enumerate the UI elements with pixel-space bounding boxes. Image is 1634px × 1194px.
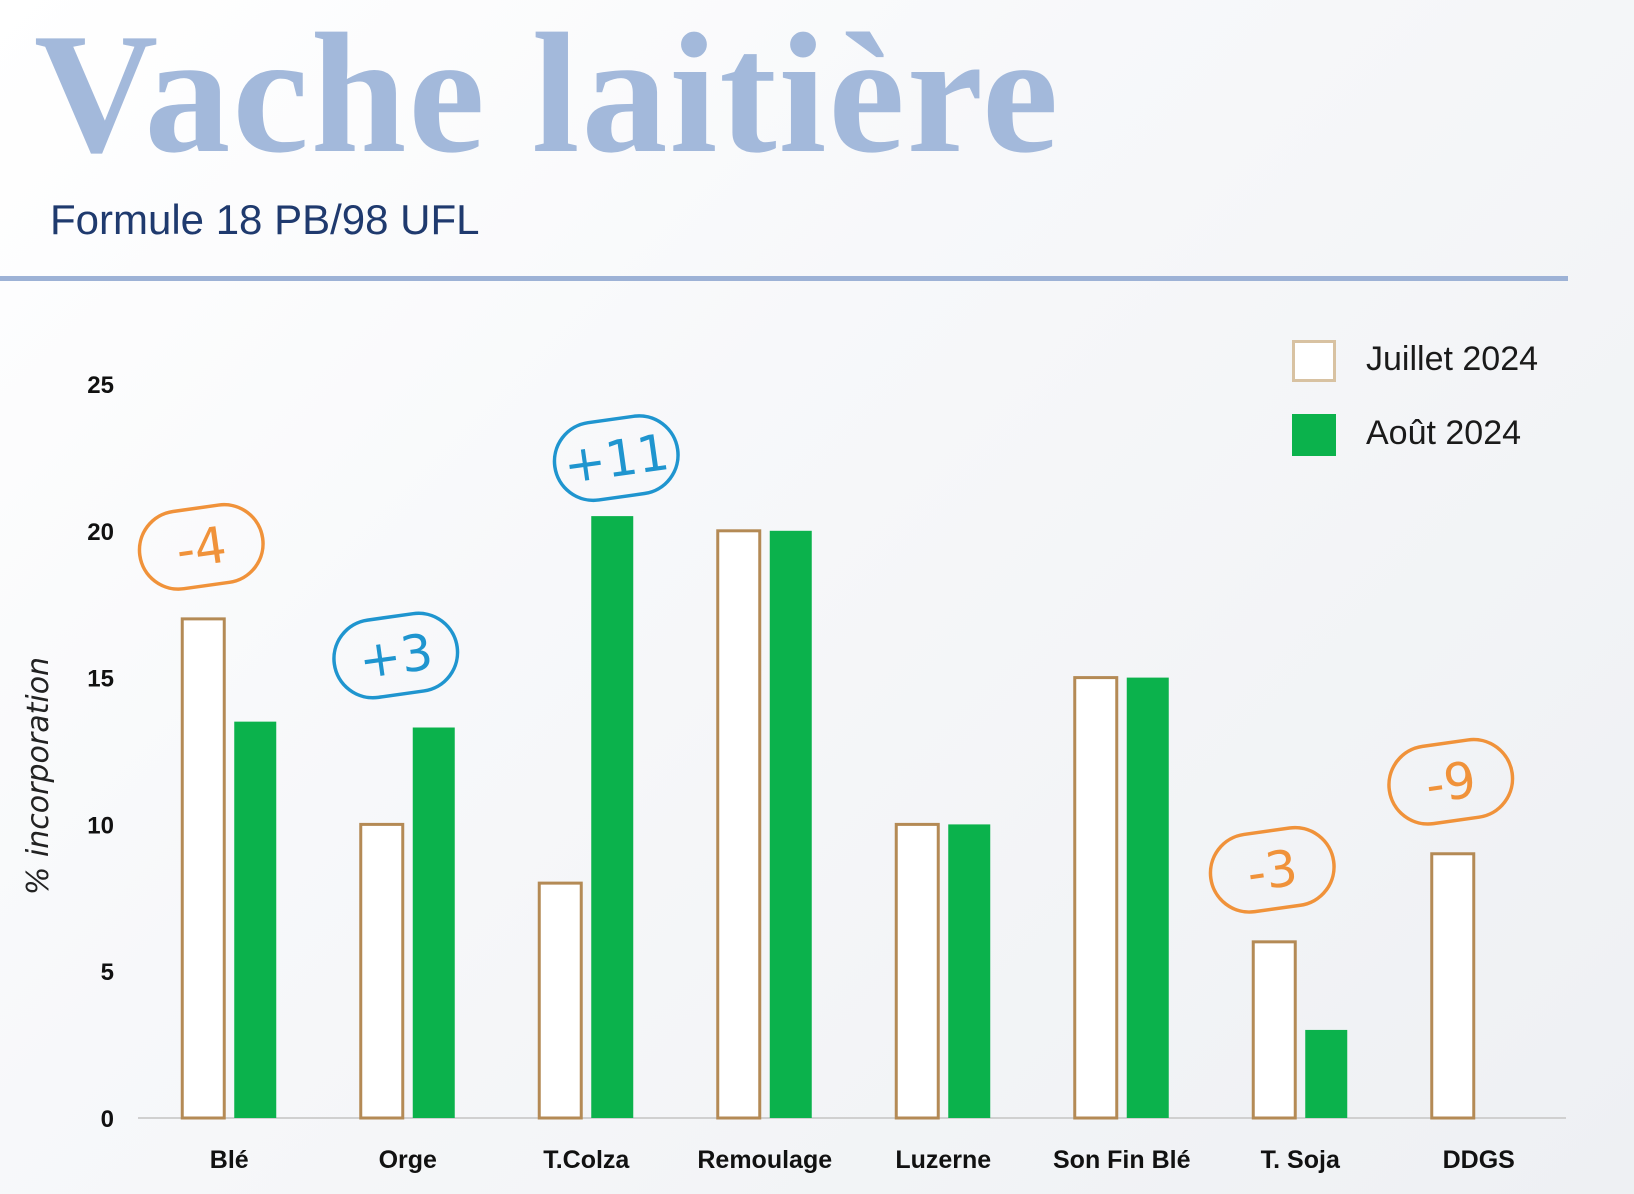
page-title: Vache laitière	[34, 0, 1061, 189]
x-tick-label: T. Soja	[1261, 1146, 1341, 1174]
y-tick-label: 10	[87, 812, 114, 839]
bar-aout-2024	[591, 516, 634, 1118]
bar-juillet-2024	[180, 617, 226, 1120]
y-axis-title: % incorporation	[21, 657, 56, 895]
change-badge	[332, 611, 460, 700]
change-badge-label: -9	[1422, 751, 1479, 815]
x-tick-label: T.Colza	[543, 1146, 630, 1174]
change-badge	[1387, 737, 1515, 826]
bar-aout-2024	[769, 530, 812, 1118]
legend-label-juillet: Juillet 2024	[1366, 340, 1539, 378]
legend-label-aout: Août 2024	[1366, 414, 1522, 452]
change-badge-label: -4	[173, 516, 230, 580]
bar-aout-2024	[1305, 1029, 1348, 1118]
x-tick-label: Remoulage	[697, 1146, 832, 1174]
bar-juillet-2024	[1251, 940, 1297, 1120]
bar-juillet-2024	[716, 529, 762, 1120]
bar-juillet-2024	[1073, 676, 1119, 1120]
bar-juillet-2024	[894, 822, 940, 1120]
change-badge	[137, 502, 265, 591]
change-badge	[1208, 825, 1336, 914]
bar-aout-2024	[234, 721, 277, 1118]
y-tick-label: 20	[87, 519, 114, 546]
y-tick-label: 5	[101, 959, 114, 986]
x-tick-label: Luzerne	[895, 1146, 991, 1174]
bar-juillet-2024	[537, 881, 583, 1120]
legend-swatch-aout	[1292, 414, 1336, 456]
bar-juillet-2024	[359, 822, 405, 1120]
change-badge	[552, 414, 680, 503]
x-tick-label: Blé	[210, 1146, 249, 1174]
x-tick-label: Son Fin Blé	[1053, 1146, 1191, 1174]
header-divider	[0, 276, 1568, 281]
x-tick-label: DDGS	[1443, 1146, 1515, 1174]
y-tick-label: 15	[87, 666, 114, 693]
change-badge-label: +3	[355, 623, 436, 691]
page-subtitle: Formule 18 PB/98 UFL	[50, 196, 480, 243]
legend-swatch-juillet	[1292, 340, 1336, 382]
bar-juillet-2024	[1430, 852, 1476, 1120]
change-badge-label: +11	[560, 423, 673, 495]
x-tick-label: Orge	[379, 1146, 437, 1174]
y-tick-label: 25	[87, 372, 114, 399]
bar-aout-2024	[948, 824, 991, 1118]
change-badge-label: -3	[1244, 839, 1301, 903]
y-tick-label: 0	[101, 1106, 114, 1133]
bar-aout-2024	[412, 727, 455, 1118]
bar-aout-2024	[1126, 677, 1169, 1118]
